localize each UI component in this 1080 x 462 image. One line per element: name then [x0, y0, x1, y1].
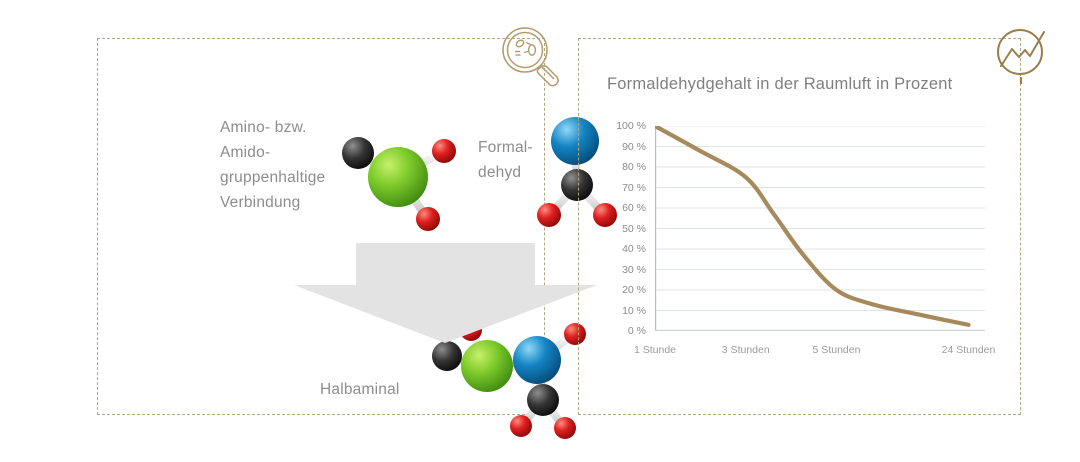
y-axis-tick-label: 50 %	[622, 222, 646, 235]
x-axis-ticks: 1 Stunde 3 Stunden 5 Stunden 24 Stunden	[634, 344, 1000, 362]
x-axis-tick-label: 5 Stunden	[812, 344, 861, 356]
functional-group-atom	[461, 340, 513, 392]
y-axis-ticks: 100 % 90 % 80 % 70 % 60 % 50 % 40 % 30 % 20 % 10 …	[600, 120, 646, 337]
nitrogen-atom	[513, 336, 561, 384]
y-axis-tick-label: 10 %	[622, 304, 646, 317]
carbon-atom	[342, 137, 374, 169]
y-axis-tick-label: 100 %	[616, 120, 646, 132]
magnifier-molecule-icon[interactable]	[499, 24, 563, 88]
oxygen-atom	[537, 203, 561, 227]
reaction-panel: Amino- bzw. Amido- gruppenhaltige Verbin…	[97, 38, 617, 439]
line-chart: 100 % 90 % 80 % 70 % 60 % 50 % 40 % 30 % 20 % 10 …	[600, 120, 1000, 375]
chart-gridlines	[655, 126, 985, 311]
oxygen-atom	[593, 203, 617, 227]
chart-title: Formaldehydgehalt in der Raumluft in Pro…	[607, 75, 953, 93]
oxygen-atom	[416, 207, 440, 231]
chart-series-line	[655, 126, 971, 327]
hemiaminal-label: Halbaminal	[320, 381, 400, 398]
carbon-atom	[527, 384, 559, 416]
x-axis-tick-label: 24 Stunden	[941, 344, 996, 356]
amino-compound-label: Amino- bzw. Amido- gruppenhaltige Verbin…	[220, 119, 326, 211]
carbon-atom	[432, 341, 462, 371]
y-axis-tick-label: 80 %	[622, 161, 646, 173]
y-axis-tick-label: 70 %	[622, 181, 646, 194]
y-axis-tick-label: 20 %	[622, 284, 646, 296]
chart-panel	[578, 38, 1021, 415]
oxygen-atom	[564, 323, 586, 345]
trend-line-circle-icon[interactable]	[992, 22, 1054, 84]
x-axis-tick-label: 3 Stunden	[721, 344, 770, 356]
amino-compound-molecule	[342, 137, 456, 231]
y-axis-tick-label: 60 %	[622, 202, 646, 214]
y-axis-tick-label: 30 %	[622, 263, 646, 276]
oxygen-atom	[554, 417, 576, 439]
y-axis-tick-label: 0 %	[627, 325, 646, 337]
y-axis-tick-label: 40 %	[622, 243, 646, 255]
hemiaminal-molecule	[432, 319, 586, 439]
oxygen-atom	[510, 415, 532, 437]
chart-plot-area	[655, 126, 985, 331]
y-axis-tick-label: 90 %	[622, 140, 646, 153]
carbon-atom	[561, 169, 593, 201]
functional-group-atom	[368, 147, 428, 207]
formaldehyde-label: Formal- dehyd	[478, 139, 533, 181]
oxygen-atom	[432, 139, 456, 163]
x-axis-tick-label: 1 Stunde	[633, 344, 677, 356]
formaldehyde-molecule	[537, 117, 617, 227]
down-arrow-icon	[294, 243, 597, 343]
nitrogen-atom	[551, 117, 599, 165]
